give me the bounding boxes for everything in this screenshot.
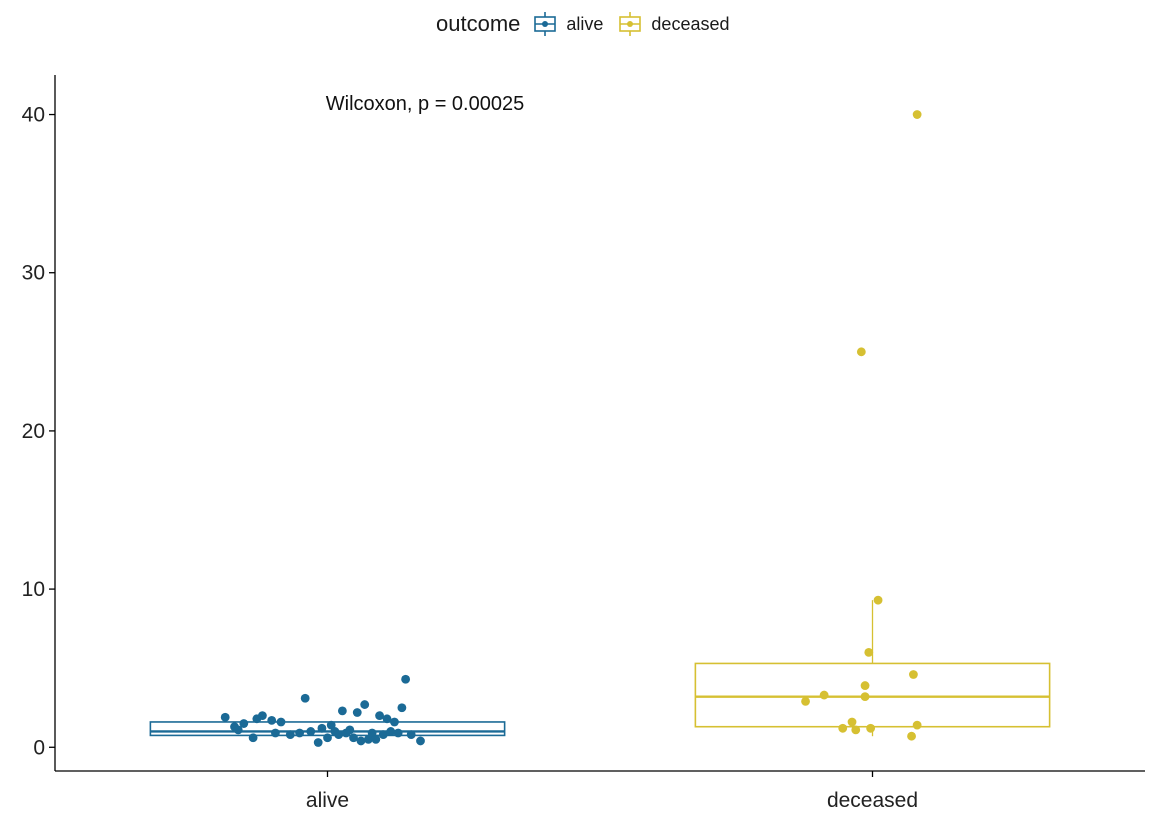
- point-deceased: [909, 670, 918, 679]
- point-alive: [349, 733, 358, 743]
- x-tick-label-deceased: deceased: [827, 789, 918, 812]
- point-deceased: [864, 647, 874, 657]
- point-alive: [360, 700, 370, 709]
- point-alive: [352, 708, 362, 717]
- legend-label-alive: alive: [566, 13, 604, 34]
- point-alive: [406, 730, 416, 740]
- y-tick-label: 20: [22, 420, 45, 443]
- point-alive: [295, 728, 305, 738]
- point-alive: [239, 719, 249, 728]
- point-deceased: [847, 717, 857, 727]
- legend: outcome alive deceased: [436, 8, 744, 40]
- point-alive: [306, 727, 316, 736]
- legend-key-alive: [534, 12, 557, 36]
- legend-key-deceased: [619, 12, 642, 36]
- y-tick-label: 10: [22, 578, 45, 601]
- point-alive: [345, 725, 355, 735]
- point-deceased: [851, 725, 861, 735]
- point-deceased: [912, 110, 922, 119]
- points: [220, 110, 922, 747]
- point-alive: [397, 703, 407, 713]
- point-deceased: [860, 681, 870, 690]
- point-deceased: [801, 697, 810, 706]
- point-alive: [276, 717, 286, 727]
- point-alive: [371, 734, 381, 744]
- point-alive: [382, 714, 392, 724]
- legend-item-deceased: deceased: [617, 11, 730, 37]
- y-tick-label: 40: [22, 104, 45, 127]
- point-alive: [271, 728, 280, 738]
- legend-title: outcome: [436, 11, 521, 36]
- point-deceased: [819, 690, 829, 700]
- point-alive: [356, 736, 366, 746]
- point-deceased: [856, 347, 866, 357]
- point-alive: [416, 736, 425, 746]
- legend-label-deceased: deceased: [651, 13, 730, 34]
- point-deceased: [860, 692, 870, 702]
- point-deceased: [838, 723, 848, 733]
- box-rect: [694, 662, 1051, 728]
- axes: 0 10 20 30 40 alive deceased: [22, 75, 1145, 812]
- point-alive: [317, 723, 327, 733]
- point-alive: [378, 730, 388, 740]
- legend-item-alive: alive: [532, 11, 603, 37]
- point-alive: [390, 717, 399, 727]
- point-alive: [220, 712, 230, 722]
- wilcoxon-annotation: Wilcoxon, p = 0.00025: [326, 93, 524, 115]
- point-alive: [386, 727, 396, 736]
- point-alive: [285, 730, 295, 740]
- point-alive: [337, 706, 347, 716]
- x-tick-label-alive: alive: [306, 789, 349, 812]
- point-alive: [393, 728, 403, 738]
- point-deceased: [873, 595, 883, 605]
- point-deceased: [866, 723, 876, 733]
- point-deceased: [907, 731, 916, 741]
- y-tick-label: 30: [22, 262, 45, 285]
- point-alive: [334, 730, 344, 740]
- y-tick-label: 0: [33, 736, 45, 759]
- point-alive: [323, 733, 332, 743]
- boxes: [149, 600, 1051, 737]
- point-alive: [401, 674, 411, 684]
- point-alive: [258, 711, 267, 721]
- point-alive: [300, 693, 310, 703]
- point-alive: [233, 725, 243, 735]
- point-deceased: [912, 720, 922, 730]
- point-alive: [267, 715, 277, 725]
- point-alive: [313, 738, 323, 747]
- point-alive: [375, 711, 384, 721]
- box-deceased: [694, 600, 1051, 737]
- point-alive: [248, 733, 258, 743]
